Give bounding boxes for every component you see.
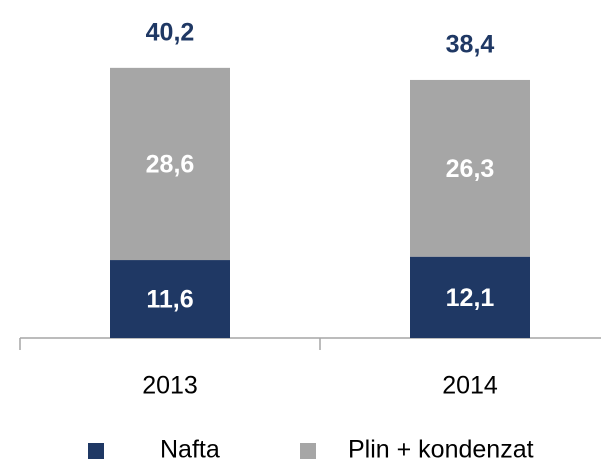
total-label: 40,2 xyxy=(146,18,195,46)
x-tick-label: 2014 xyxy=(442,372,498,400)
legend-swatch xyxy=(300,443,316,459)
bar-segment xyxy=(110,260,230,338)
data-label: 26,3 xyxy=(446,155,495,183)
bar-segment xyxy=(110,67,230,261)
x-tick-label: 2013 xyxy=(142,372,198,400)
bar-segment xyxy=(410,79,530,257)
legend-label: Nafta xyxy=(160,436,220,464)
data-label: 12,1 xyxy=(446,284,495,312)
data-label: 28,6 xyxy=(146,151,195,179)
legend-swatch xyxy=(88,443,104,459)
total-label: 38,4 xyxy=(446,31,495,59)
bar-segment xyxy=(410,256,530,338)
data-label: 11,6 xyxy=(146,286,193,314)
legend-label: Plin + kondenzat xyxy=(348,436,534,464)
